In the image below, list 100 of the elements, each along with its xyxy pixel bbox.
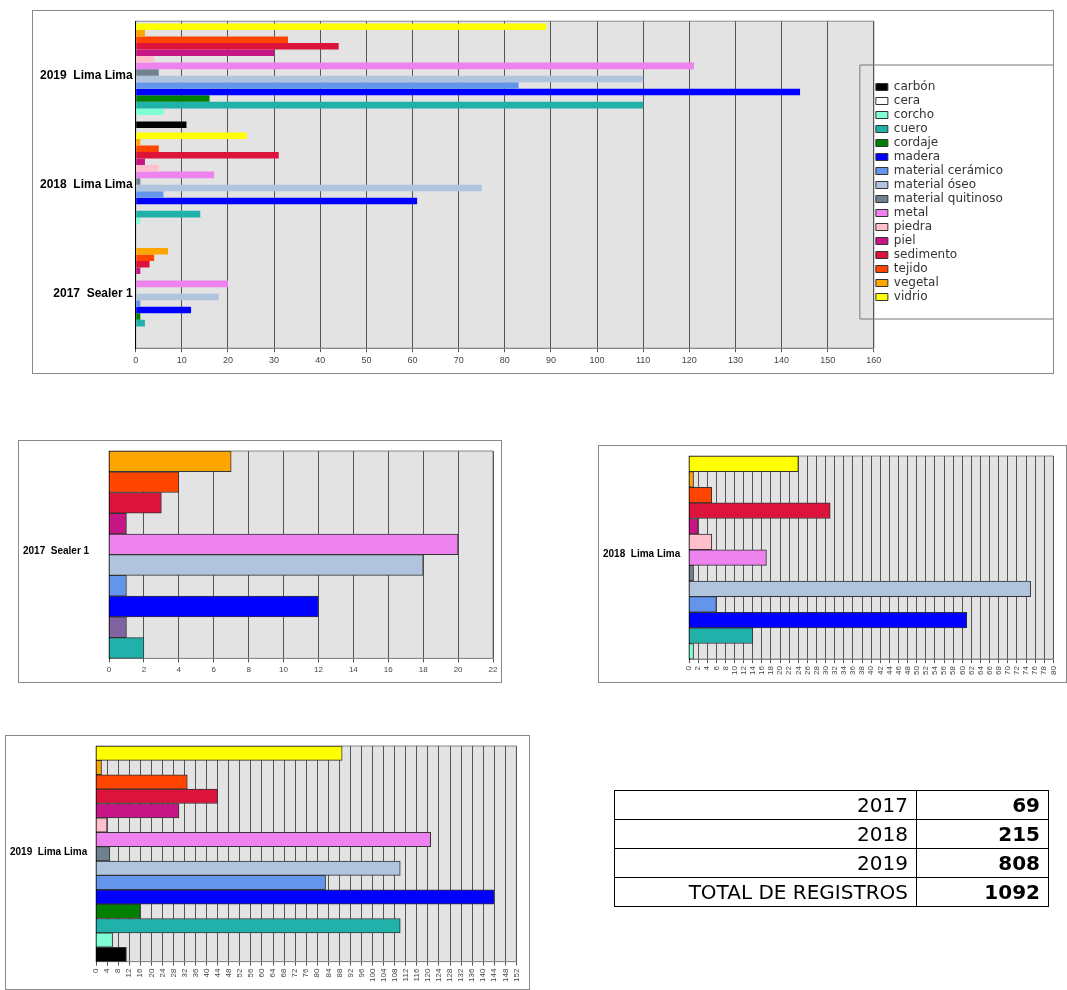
bar (136, 197, 418, 205)
data-label: 808 (916, 848, 1049, 878)
bar (136, 210, 201, 218)
legend-label: metal (893, 205, 929, 220)
x-tick-label: 52 (921, 665, 931, 676)
x-tick-label: 70 (453, 355, 464, 366)
x-tick-label: 110 (636, 355, 651, 366)
x-tick-label: 128 (445, 968, 455, 983)
legend-label: carbón (893, 79, 936, 94)
x-tick-label: 8 (113, 968, 123, 974)
x-tick-label: 56 (246, 968, 256, 978)
bar (136, 69, 159, 76)
x-tick-label: 48 (902, 665, 912, 676)
bar (136, 165, 159, 172)
category-label: 2019 (614, 848, 917, 878)
x-tick-label: 68 (993, 665, 1003, 676)
x-tick-label: 0 (106, 665, 112, 675)
x-tick-label: 120 (681, 355, 697, 366)
bar (136, 132, 247, 139)
x-tick-label: 2 (693, 665, 703, 671)
x-tick-label: 80 (312, 968, 322, 978)
x-tick-label: 120 (423, 968, 433, 983)
x-tick-label: 48 (223, 968, 233, 978)
legend-label: tejido (893, 261, 928, 276)
x-tick-label: 68 (279, 968, 289, 978)
x-tick-label: 150 (820, 355, 836, 366)
x-tick-label: 10 (729, 665, 739, 676)
x-tick-label: 64 (268, 968, 278, 978)
x-tick-label: 40 (866, 665, 876, 676)
bar (136, 293, 219, 301)
x-tick-label: 18 (766, 665, 776, 676)
x-tick-label: 76 (1030, 665, 1040, 676)
x-tick-label: 132 (456, 968, 466, 983)
x-tick-label: 8 (246, 665, 252, 675)
legend-label: vegetal (893, 275, 939, 290)
x-tick-label: 46 (893, 665, 903, 676)
x-tick-label: 0 (133, 355, 139, 366)
y-tick-label: 2017 Sealer 1 (53, 286, 134, 301)
x-tick-label: 28 (811, 665, 821, 676)
x-tick-label: 76 (301, 968, 311, 978)
bar (136, 95, 210, 102)
y-tick-label: 2018 Lima Lima (39, 177, 134, 192)
bar (136, 145, 159, 152)
x-tick-label: 88 (334, 968, 344, 978)
x-tick-label: 14 (348, 665, 359, 675)
x-tick-label: 112 (400, 968, 410, 982)
y-tick-label: 2019 Lima Lima (39, 68, 134, 83)
legend-label: madera (893, 149, 941, 164)
data-label: 1092 (916, 877, 1049, 907)
x-tick-label: 84 (323, 968, 333, 978)
x-tick-label: 20 (146, 968, 156, 978)
bar (136, 62, 694, 70)
y-axis-title: 2018 Lima Lima (603, 546, 681, 561)
x-tick-label: 136 (467, 968, 477, 983)
x-tick-label: 64 (975, 665, 985, 676)
x-tick-label: 24 (793, 665, 803, 676)
x-tick-label: 130 (727, 355, 743, 366)
bar (136, 280, 228, 288)
legend-label: cera (893, 93, 921, 108)
x-tick-label: 72 (290, 968, 300, 978)
x-tick-label: 90 (545, 355, 556, 366)
x-tick-label: 40 (315, 355, 326, 366)
x-tick-label: 58 (948, 665, 958, 676)
bar (136, 88, 801, 96)
x-tick-label: 54 (930, 665, 940, 676)
x-tick-label: 32 (179, 968, 189, 978)
x-tick-label: 140 (478, 968, 488, 983)
x-tick-label: 100 (589, 355, 605, 366)
legend-label: cordaje (893, 135, 939, 150)
bar (136, 247, 169, 255)
x-tick-label: 44 (884, 665, 894, 676)
x-tick-label: 26 (802, 665, 812, 676)
x-tick-label: 34 (839, 665, 849, 676)
bar (136, 313, 141, 320)
legend-label: piel (893, 233, 916, 248)
x-tick-label: 4 (176, 665, 182, 675)
x-tick-label: 16 (757, 665, 767, 676)
x-tick-label: 44 (212, 968, 222, 978)
bar (136, 101, 644, 109)
legend-label: material óseo (893, 177, 977, 192)
category-label: TOTAL DE REGISTROS (614, 877, 917, 907)
x-tick-label: 92 (345, 968, 355, 978)
bar (136, 82, 519, 89)
x-tick-label: 116 (412, 968, 422, 982)
bar (136, 306, 192, 314)
x-tick-label: 20 (453, 665, 464, 675)
y-axis-title: 2017 Sealer 1 (23, 544, 90, 558)
y-axis-title: 2019 Lima Lima (10, 845, 88, 859)
x-tick-label: 12 (124, 968, 134, 978)
category-label: 2018 (614, 819, 917, 849)
x-tick-label: 74 (1021, 665, 1031, 676)
x-tick-label: 16 (383, 665, 394, 675)
x-tick-label: 78 (1039, 665, 1049, 676)
x-tick-label: 18 (418, 665, 429, 675)
x-tick-label: 14 (747, 665, 757, 676)
x-tick-label: 0 (684, 665, 694, 671)
x-tick-label: 60 (957, 665, 967, 676)
x-tick-label: 60 (407, 355, 418, 366)
legend-label: material quitinoso (893, 191, 1003, 206)
x-tick-label: 70 (1003, 665, 1013, 676)
